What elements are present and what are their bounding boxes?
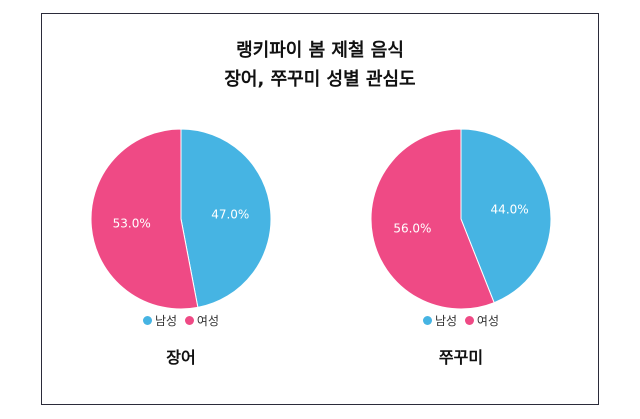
legend-item-female: 여성 — [184, 314, 219, 328]
pie-slice-0-male — [180, 128, 272, 308]
legend-eel: 남성 여성 — [91, 312, 271, 329]
pie-slice-0-female — [90, 128, 199, 310]
pie-slice-1-male — [460, 128, 552, 304]
title-line-1: 랭키파이 봄 제철 음식 — [236, 40, 404, 61]
legend-swatch-male — [422, 316, 432, 325]
legend-item-male: 남성 — [142, 314, 178, 328]
legend-swatch-female — [464, 316, 474, 325]
legend-label-male: 남성 — [434, 314, 458, 328]
chart-title-eel: 장어 — [166, 348, 196, 367]
pie-label-1-male: 44.0% — [491, 203, 529, 217]
legend-label-male: 남성 — [154, 314, 178, 328]
main-title: 랭키파이 봄 제철 음식 장어, 쭈꾸미 성별 관심도 — [42, 36, 598, 94]
pie-label-0-male: 47.0% — [211, 207, 249, 221]
pie-label-1-female: 56.0% — [393, 221, 431, 235]
title-line-2: 장어, 쭈꾸미 성별 관심도 — [224, 69, 416, 90]
legend-swatch-female — [184, 316, 194, 325]
legend-label-female: 여성 — [476, 314, 499, 328]
legend-octopus: 남성 여성 — [371, 312, 551, 329]
pie-slice-1-female — [370, 128, 495, 310]
chart-title-octopus: 쭈꾸미 — [438, 348, 484, 367]
legend-swatch-male — [142, 316, 152, 325]
legend-label-female: 여성 — [196, 314, 219, 328]
pie-label-0-female: 53.0% — [113, 217, 151, 231]
legend-item-male: 남성 — [422, 314, 458, 328]
legend-item-female: 여성 — [464, 314, 499, 328]
